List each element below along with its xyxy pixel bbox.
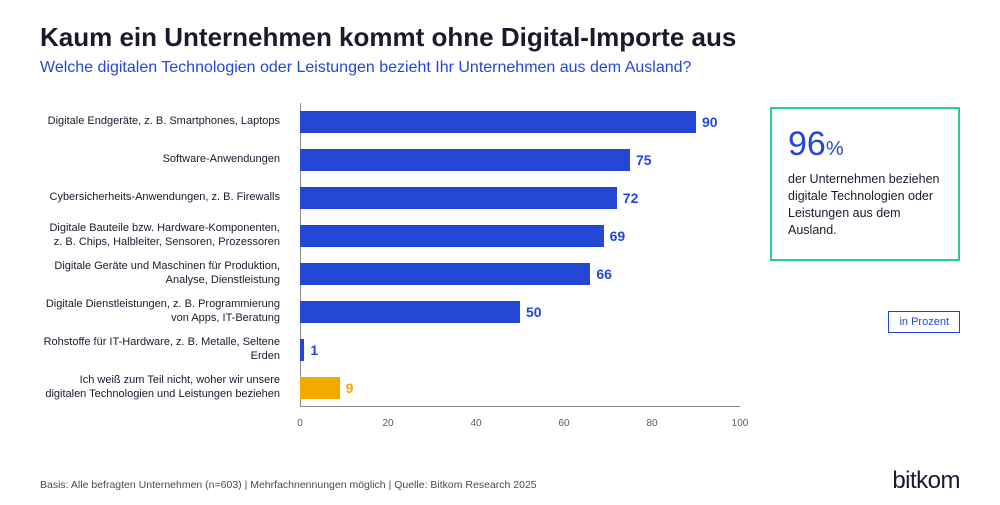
bar [300,263,590,285]
callout-text: der Unternehmen beziehen digitale Techno… [788,171,942,239]
bar [300,301,520,323]
x-tick: 0 [297,418,303,429]
bar-label: Cybersicherheits-Anwendungen, z. B. Fire… [40,191,290,205]
bar-row: Digitale Bauteile bzw. Hardware-Komponen… [300,217,740,255]
callout-box: 96% der Unternehmen beziehen digitale Te… [770,107,960,261]
x-tick: 40 [470,418,481,429]
x-tick: 100 [732,418,749,429]
bar-track: 69 [300,225,740,247]
bar-value: 1 [310,342,318,358]
callout-figure: 96% [788,127,942,161]
bar-label: Ich weiß zum Teil nicht, woher wir unser… [40,374,290,402]
bar-label: Rohstoffe für IT-Hardware, z. B. Metalle… [40,336,290,364]
bar-label: Digitale Endgeräte, z. B. Smartphones, L… [40,115,290,129]
bar-label: Software-Anwendungen [40,153,290,167]
bar-label: Digitale Geräte und Maschinen für Produk… [40,260,290,288]
bar [300,111,696,133]
chart-title: Kaum ein Unternehmen kommt ohne Digital-… [40,22,960,53]
bar-value: 72 [623,190,639,206]
bar-value: 69 [610,228,626,244]
bar-label: Digitale Bauteile bzw. Hardware-Komponen… [40,222,290,250]
bar-row: Digitale Geräte und Maschinen für Produk… [300,255,740,293]
bar-track: 72 [300,187,740,209]
bar-track: 66 [300,263,740,285]
side-column: 96% der Unternehmen beziehen digitale Te… [770,103,960,429]
callout-number: 96 [788,125,826,163]
bar-track: 90 [300,111,740,133]
chart-subtitle: Welche digitalen Technologien oder Leist… [40,59,960,77]
bar-value: 9 [346,380,354,396]
logo-text: bitkom [892,467,960,495]
bar-track: 75 [300,149,740,171]
bar-row: Cybersicherheits-Anwendungen, z. B. Fire… [300,179,740,217]
bar [300,377,340,399]
bar-row: Software-Anwendungen75 [300,141,740,179]
bar-chart: 020406080100 Digitale Endgeräte, z. B. S… [40,103,740,429]
bar-label: Digitale Dienstleistungen, z. B. Program… [40,298,290,326]
bar-value: 90 [702,114,718,130]
footer-source: Basis: Alle befragten Unternehmen (n=603… [40,479,537,491]
bar-track: 50 [300,301,740,323]
bar [300,339,304,361]
chart-container: 020406080100 Digitale Endgeräte, z. B. S… [40,103,740,429]
x-tick: 20 [382,418,393,429]
bar [300,225,604,247]
x-tick: 80 [646,418,657,429]
callout-suffix: % [826,138,844,160]
unit-label: in Prozent [888,311,960,333]
bar-value: 66 [596,266,612,282]
content-row: 0 20 40 60 80 100 Digitale Endgeräte, z. B. S… [40,103,960,429]
x-tick: 60 [558,418,569,429]
bar-row: Rohstoffe für IT-Hardware, z. B. Metalle… [300,331,740,369]
bar-row: Digitale Endgeräte, z. B. Smartphones, L… [300,103,740,141]
bar-track: 1 [300,339,740,361]
bar-value: 50 [526,304,542,320]
bar-row: Ich weiß zum Teil nicht, woher wir unser… [300,369,740,407]
bar-track: 9 [300,377,740,399]
bar [300,149,630,171]
bar-row: Digitale Dienstleistungen, z. B. Program… [300,293,740,331]
bar [300,187,617,209]
bar-value: 75 [636,152,652,168]
